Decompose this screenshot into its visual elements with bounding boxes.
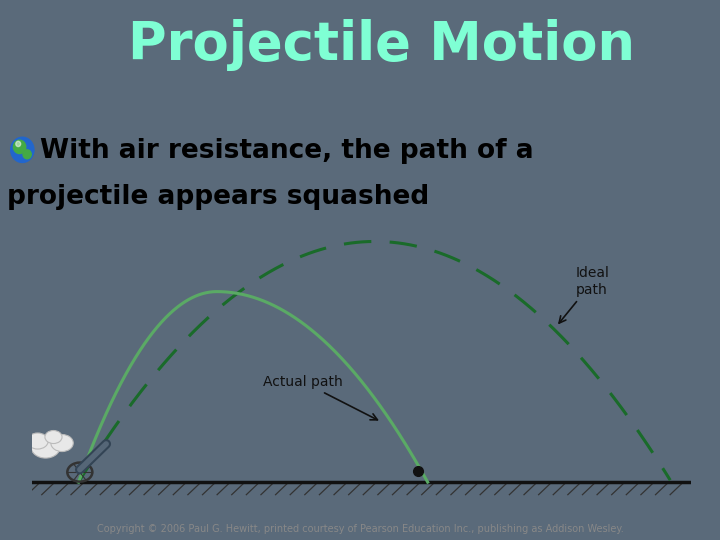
Circle shape — [11, 137, 34, 163]
Circle shape — [31, 436, 60, 458]
Text: •: • — [7, 140, 25, 170]
Text: Projectile Motion: Projectile Motion — [128, 19, 635, 71]
Text: Copyright © 2006 Paul G. Hewitt, printed courtesy of Pearson Education Inc., pub: Copyright © 2006 Paul G. Hewitt, printed… — [96, 523, 624, 534]
Circle shape — [51, 435, 73, 451]
Text: With air resistance, the path of a: With air resistance, the path of a — [40, 138, 534, 164]
Text: Ideal
path: Ideal path — [559, 266, 610, 323]
Circle shape — [27, 433, 48, 449]
Circle shape — [23, 150, 31, 159]
Text: projectile appears squashed: projectile appears squashed — [7, 184, 429, 210]
Circle shape — [14, 140, 26, 153]
Text: Actual path: Actual path — [263, 375, 377, 420]
Circle shape — [16, 141, 21, 146]
Circle shape — [45, 430, 62, 443]
